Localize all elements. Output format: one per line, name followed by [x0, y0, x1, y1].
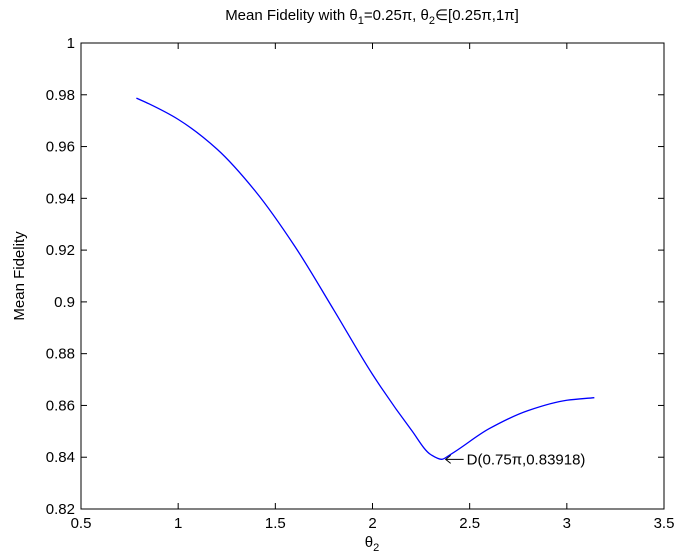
y-tick-label: 0.86: [46, 397, 75, 414]
chart-title: Mean Fidelity with θ1=0.25π, θ2∈[0.25π,1…: [225, 7, 519, 27]
y-axis-label: Mean Fidelity: [11, 231, 28, 321]
y-tick-label: 0.94: [46, 190, 75, 207]
x-tick-label: 1.5: [265, 515, 286, 532]
y-tick-labels: 0.82 0.84 0.86 0.88 0.9 0.92 0.94 0.96 0.98 1: [46, 35, 75, 518]
y-tick-label: 1: [67, 35, 75, 52]
y-tick-label: 0.88: [46, 346, 75, 363]
x-tick-label: 0.5: [71, 515, 92, 532]
y-tick-label: 0.96: [46, 139, 75, 156]
y-tick-label: 0.92: [46, 242, 75, 259]
y-tick-label: 0.82: [46, 501, 75, 518]
y-tick-label: 0.9: [54, 294, 75, 311]
x-axis-label: θ2: [365, 534, 379, 554]
annotation: D(0.75π,0.83918): [444, 451, 586, 468]
x-tick-label: 2.5: [459, 515, 480, 532]
y-tick-label: 0.84: [46, 449, 75, 466]
x-tick-label: 1: [174, 515, 182, 532]
annotation-arrowhead: [444, 454, 451, 464]
x-tick-label: 3: [563, 515, 571, 532]
plot-frame: [80, 42, 665, 510]
x-tick-label: 2: [368, 515, 376, 532]
x-tick-label: 3.5: [654, 515, 675, 532]
tick-marks: [80, 42, 665, 510]
y-tick-label: 0.98: [46, 87, 75, 104]
x-tick-labels: 0.5 1 1.5 2 2.5 3 3.5: [71, 515, 675, 532]
annotation-text: D(0.75π,0.83918): [467, 451, 586, 468]
series-line: [136, 97, 595, 460]
